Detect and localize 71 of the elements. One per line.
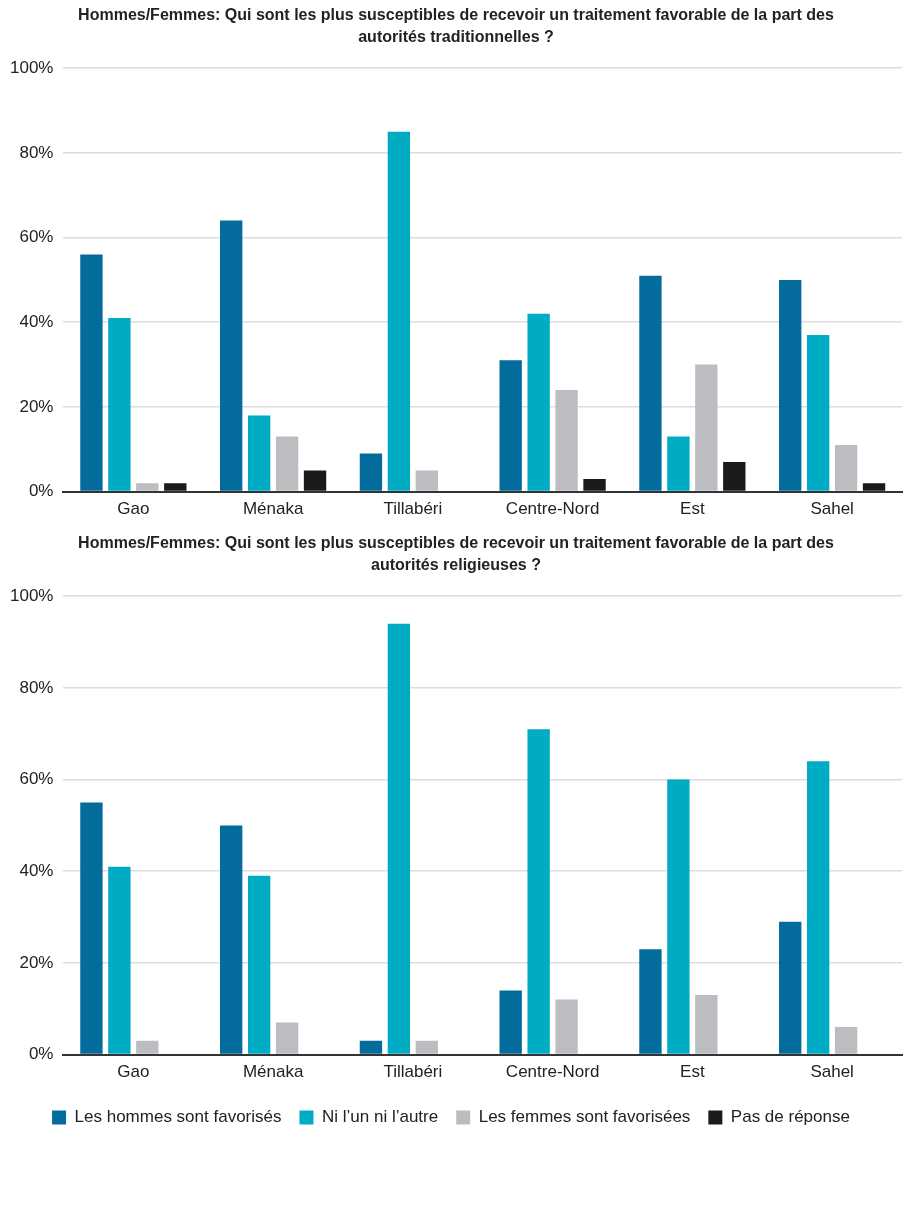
bar (80, 254, 103, 491)
x-tick-label: Sahel (810, 1062, 854, 1082)
x-tick-label: Est (680, 1062, 705, 1082)
bar (806, 761, 830, 1054)
bar (834, 445, 858, 491)
bar (695, 995, 718, 1054)
bar (695, 364, 718, 491)
bar (667, 779, 690, 1054)
x-tick-label: Centre-Nord (505, 1062, 600, 1082)
y-tick-label: 60% (19, 769, 54, 789)
x-tick-label: Centre-Nord (505, 499, 600, 519)
y-tick-label: 80% (19, 142, 54, 162)
x-tick-label: Gao (117, 1062, 150, 1082)
x-tick-label: Sahel (810, 499, 854, 519)
y-tick-label: 100% (10, 585, 54, 605)
x-tick-label: Tillabéri (383, 1062, 443, 1082)
bar (862, 483, 886, 491)
bar (387, 131, 411, 491)
y-tick-label: 80% (19, 677, 54, 697)
bar (108, 318, 131, 491)
legend-label: Ni l’un ni l’autre (321, 1107, 439, 1127)
y-tick-label: 20% (19, 396, 54, 416)
bar (723, 461, 746, 491)
bar (779, 921, 802, 1054)
chart-title: Hommes/Femmes: Qui sont les plus susceptibles de recevoir un traitement favorable de la part des autorités religieuses ? (77, 533, 835, 575)
bar (275, 436, 299, 491)
y-tick-label: 40% (19, 860, 54, 880)
bar (555, 389, 578, 491)
bar (247, 875, 271, 1054)
chart-title: Hommes/Femmes: Qui sont les plus susceptibles de recevoir un traitement favorable de la part des autorités traditionnelles ? (77, 5, 835, 47)
bar (415, 470, 439, 491)
y-tick-label: 0% (28, 481, 54, 501)
bar (247, 415, 271, 491)
bar (136, 483, 159, 491)
bar (527, 313, 550, 491)
y-tick-label: 20% (19, 952, 54, 972)
bar (387, 623, 411, 1054)
x-tick-label: Gao (117, 499, 150, 519)
y-tick-label: 40% (19, 311, 54, 331)
bar (303, 470, 327, 491)
legend-label: Pas de réponse (730, 1107, 850, 1127)
bar (275, 1022, 299, 1054)
y-tick-label: 60% (19, 227, 54, 247)
bar (779, 279, 802, 491)
bar (359, 1040, 383, 1054)
x-tick-label: Ménaka (242, 1062, 304, 1082)
bar (555, 999, 578, 1054)
x-tick-label: Est (680, 499, 705, 519)
y-tick-label: 100% (10, 57, 54, 77)
bar (415, 1040, 439, 1054)
legend-label: Les hommes sont favorisés (74, 1107, 282, 1127)
bar (499, 360, 522, 491)
bar (834, 1027, 858, 1054)
bar (136, 1040, 159, 1054)
bar (667, 436, 690, 491)
bar (108, 866, 131, 1054)
y-tick-label: 0% (28, 1044, 54, 1064)
bar (499, 990, 522, 1054)
x-tick-label: Ménaka (242, 499, 304, 519)
x-tick-label: Tillabéri (383, 499, 443, 519)
bar (527, 729, 550, 1054)
legend-label: Les femmes sont favorisées (478, 1107, 691, 1127)
bar (639, 949, 662, 1054)
bar (583, 478, 606, 491)
bar (359, 453, 383, 491)
bar (639, 275, 662, 491)
bar (220, 825, 243, 1054)
bar (80, 802, 103, 1054)
bar (220, 220, 243, 491)
bar (164, 483, 187, 491)
bar (806, 334, 830, 491)
